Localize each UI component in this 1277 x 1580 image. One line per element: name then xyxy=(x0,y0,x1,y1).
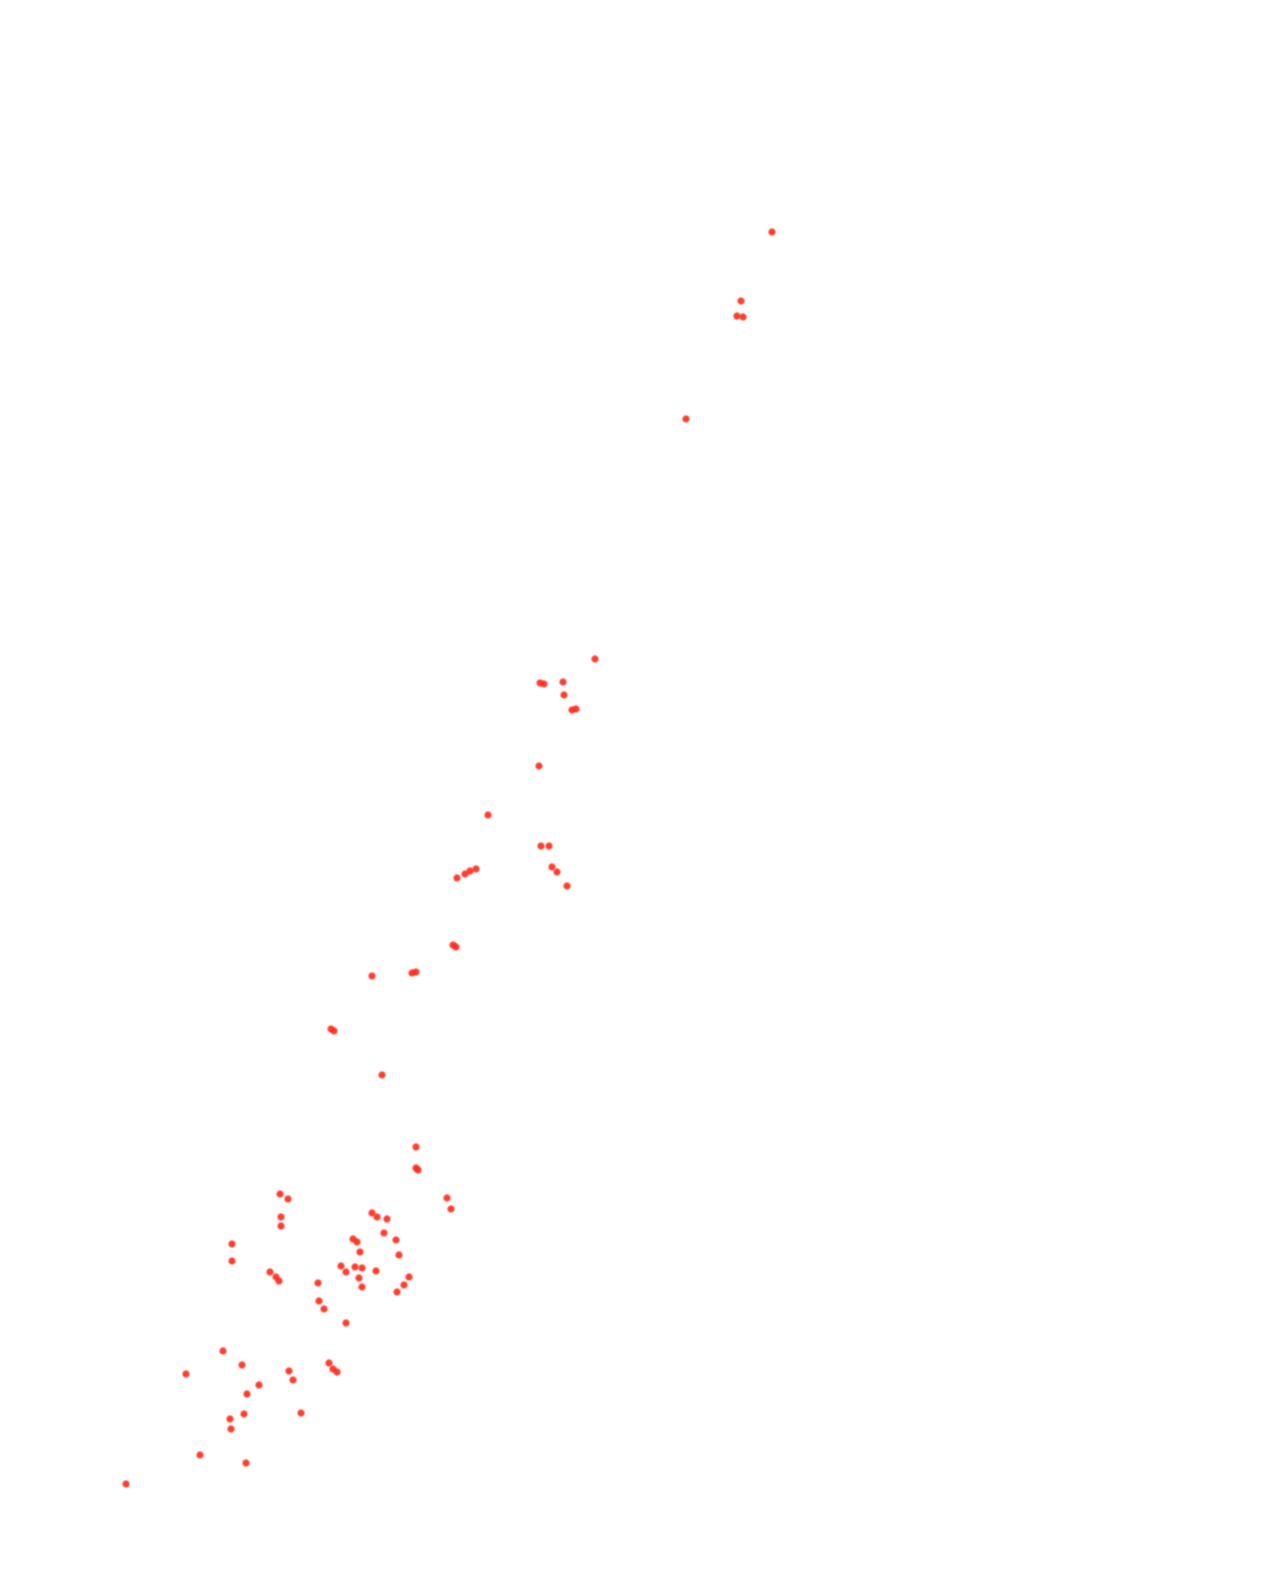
scatter-point xyxy=(182,1370,190,1378)
scatter-point xyxy=(228,1240,236,1248)
scatter-point xyxy=(559,678,567,686)
scatter-point xyxy=(453,874,461,882)
scatter-point xyxy=(337,1262,345,1270)
scatter-point xyxy=(373,1213,381,1221)
scatter-point xyxy=(408,969,416,977)
scatter-point xyxy=(277,1222,285,1230)
scatter-point xyxy=(228,1257,236,1265)
scatter-point xyxy=(395,1251,403,1259)
scatter-point xyxy=(768,228,776,236)
scatter-point xyxy=(380,1229,388,1237)
scatter-point xyxy=(333,1368,341,1376)
scatter-point xyxy=(737,297,745,305)
scatter-point xyxy=(284,1195,292,1203)
scatter-point xyxy=(540,680,548,688)
scatter-point xyxy=(452,943,460,951)
scatter-point xyxy=(266,1268,274,1276)
scatter-point xyxy=(733,312,741,320)
scatter-point xyxy=(545,842,553,850)
scatter-point xyxy=(297,1409,305,1417)
scatter-point xyxy=(315,1297,323,1305)
scatter-point xyxy=(378,1071,386,1079)
scatter-point xyxy=(400,1281,408,1289)
scatter-point xyxy=(219,1347,227,1355)
scatter-point xyxy=(277,1213,285,1221)
scatter-point xyxy=(461,870,469,878)
scatter-point xyxy=(356,1248,364,1256)
scatter-point xyxy=(472,865,480,873)
scatter-point xyxy=(368,972,376,980)
scatter-point xyxy=(226,1415,234,1423)
scatter-point xyxy=(405,1273,413,1281)
scatter-point xyxy=(682,415,690,423)
scatter-point xyxy=(330,1027,338,1035)
scatter-point xyxy=(553,868,561,876)
scatter-point xyxy=(353,1238,361,1246)
scatter-point xyxy=(535,762,543,770)
scatter-point xyxy=(227,1425,235,1433)
scatter-point xyxy=(412,1143,420,1151)
scatter-point xyxy=(412,1164,420,1172)
scatter-point xyxy=(537,842,545,850)
scatter-point xyxy=(355,1274,363,1282)
scatter-point xyxy=(240,1410,248,1418)
scatter-point xyxy=(372,1267,380,1275)
scatter-point xyxy=(255,1381,263,1389)
scatter-point xyxy=(591,655,599,663)
scatter-point xyxy=(563,882,571,890)
scatter-point xyxy=(122,1480,130,1488)
scatter-point xyxy=(275,1277,283,1285)
scatter-point xyxy=(572,705,580,713)
scatter-point xyxy=(368,1209,376,1217)
scatter-point xyxy=(358,1283,366,1291)
scatter-point xyxy=(351,1263,359,1271)
scatter-point xyxy=(393,1288,401,1296)
scatter-point xyxy=(342,1319,350,1327)
scatter-point xyxy=(484,811,492,819)
scatter-point xyxy=(443,1194,451,1202)
scatter-point xyxy=(285,1367,293,1375)
scatter-point xyxy=(548,863,556,871)
scatter-point xyxy=(447,1205,455,1213)
scatter-point xyxy=(243,1390,251,1398)
scatter-point xyxy=(314,1279,322,1287)
scatter-point xyxy=(289,1376,297,1384)
scatter-point xyxy=(196,1451,204,1459)
scatter-point xyxy=(560,691,568,699)
scatter-point xyxy=(238,1361,246,1369)
scatter-point xyxy=(276,1190,284,1198)
scatter-point xyxy=(358,1264,366,1272)
scatter-point xyxy=(342,1268,350,1276)
scatter-point xyxy=(242,1459,250,1467)
scatter-point xyxy=(739,313,747,321)
scatter-point xyxy=(392,1236,400,1244)
scatter-point xyxy=(383,1215,391,1223)
scatter-point xyxy=(325,1359,333,1367)
scatter-point xyxy=(320,1305,328,1313)
